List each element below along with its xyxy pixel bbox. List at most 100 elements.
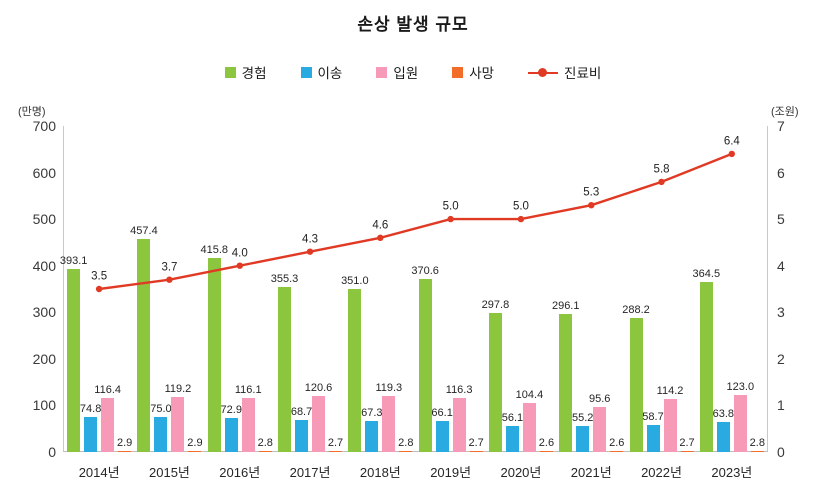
y-tick-right-4: 4 — [777, 257, 785, 274]
y-tick-right-5: 5 — [777, 211, 785, 228]
bar-label: 415.8 — [200, 244, 228, 257]
bar-label: 2.7 — [327, 436, 344, 449]
bar-label: 72.9 — [220, 404, 242, 417]
bar-이송-2014년[interactable]: 74.8 — [80, 404, 101, 452]
bar-이송-2019년[interactable]: 66.1 — [431, 408, 453, 452]
bar-label: 393.1 — [59, 254, 88, 267]
bar-경험-2016년[interactable]: 415.8 — [200, 245, 228, 452]
bar-label: 2.8 — [398, 436, 414, 449]
bar-사망-2018년[interactable]: 2.8 — [398, 437, 413, 452]
legend-label: 진료비 — [564, 66, 602, 81]
bar-경험-2019년[interactable]: 370.6 — [411, 266, 439, 452]
bar-group-2017년: 355.3 68.7 120.6 2.7 — [271, 126, 345, 452]
legend-item-경험[interactable]: 경험 — [224, 62, 267, 82]
bar-입원-2021년[interactable]: 95.6 — [589, 394, 610, 452]
bar-group-2018년: 351.0 67.3 119.3 2.8 — [341, 126, 415, 452]
bar-label: 55.2 — [572, 412, 594, 425]
line-label-2023년: 6.4 — [723, 135, 740, 148]
bar-경험-2018년[interactable]: 351.0 — [341, 275, 369, 452]
bar-경험-2021년[interactable]: 296.1 — [552, 301, 579, 452]
line-label-2022년: 5.8 — [653, 163, 670, 176]
line-label-2018년: 4.6 — [372, 219, 389, 232]
y-axis-left-line — [63, 126, 64, 452]
bar-사망-2021년[interactable]: 2.6 — [609, 437, 624, 452]
bar-이송-2018년[interactable]: 67.3 — [361, 407, 383, 452]
bar-입원-2023년[interactable]: 123.0 — [727, 381, 754, 452]
bar-경험-2015년[interactable]: 457.4 — [130, 225, 158, 452]
legend-item-입원[interactable]: 입원 — [376, 62, 418, 82]
y-tick-right-3: 3 — [777, 304, 785, 321]
bar-이송-2017년[interactable]: 68.7 — [291, 407, 312, 452]
bar-경험-2022년[interactable]: 288.2 — [622, 304, 650, 452]
bar-label: 116.4 — [94, 383, 121, 396]
bar-label: 120.6 — [304, 381, 333, 394]
x-label-2022년: 2022년 — [641, 465, 682, 480]
bar-이송-2021년[interactable]: 55.2 — [572, 413, 593, 452]
bars: 415.8 72.9 116.1 2.8 — [200, 126, 275, 452]
bar-이송-2015년[interactable]: 75.0 — [150, 404, 172, 452]
bar-입원-2018년[interactable]: 119.3 — [375, 383, 402, 452]
line-label-2021년: 5.3 — [583, 186, 600, 199]
legend-line-dot-icon — [528, 67, 559, 78]
bar-입원-2020년[interactable]: 104.4 — [516, 390, 543, 452]
x-label-2020년: 2020년 — [500, 465, 542, 480]
y-tick-left-300: 300 — [32, 304, 56, 321]
bars: 457.4 75.0 119.2 2.9 — [130, 126, 204, 452]
legend-swatch-icon — [300, 66, 312, 78]
bar-경험-2020년[interactable]: 297.8 — [482, 300, 509, 452]
y-tick-left-700: 700 — [32, 118, 56, 134]
x-label-2017년: 2017년 — [289, 465, 331, 480]
bar-label: 67.3 — [361, 406, 383, 419]
legend-swatch-icon — [224, 66, 236, 78]
bar-경험-2017년[interactable]: 355.3 — [271, 273, 298, 452]
y-tick-left-600: 600 — [32, 164, 56, 181]
bar-이송-2022년[interactable]: 58.7 — [642, 411, 664, 452]
bar-label: 2.8 — [749, 436, 765, 449]
bar-입원-2017년[interactable]: 120.6 — [305, 382, 332, 452]
bar-입원-2019년[interactable]: 116.3 — [446, 384, 472, 452]
bar-사망-2023년[interactable]: 2.8 — [750, 437, 765, 452]
bar-사망-2020년[interactable]: 2.6 — [539, 437, 554, 452]
bar-group-2016년: 415.8 72.9 116.1 2.8 — [200, 126, 275, 452]
bar-입원-2016년[interactable]: 116.1 — [235, 384, 262, 452]
legend-label: 이송 — [317, 66, 343, 81]
bar-group-2022년: 288.2 58.7 114.2 2.7 — [622, 126, 696, 452]
bar-label: 297.8 — [481, 299, 510, 312]
y-tick-right-6: 6 — [777, 164, 785, 181]
bar-사망-2016년[interactable]: 2.8 — [258, 437, 273, 452]
bar-이송-2020년[interactable]: 56.1 — [502, 412, 523, 452]
bar-입원-2014년[interactable]: 116.4 — [94, 384, 121, 452]
bar-사망-2022년[interactable]: 2.7 — [679, 437, 695, 452]
legend-item-진료비[interactable]: 진료비 — [528, 62, 601, 82]
bar-label: 58.7 — [642, 410, 664, 423]
bar-label: 123.0 — [726, 380, 755, 393]
bar-이송-2016년[interactable]: 72.9 — [221, 405, 242, 452]
line-label-2015년: 3.7 — [161, 261, 178, 274]
bar-사망-2019년[interactable]: 2.7 — [468, 437, 484, 452]
bar-이송-2023년[interactable]: 63.8 — [713, 409, 734, 452]
bar-경험-2023년[interactable]: 364.5 — [693, 269, 720, 452]
y-tick-right-0: 0 — [777, 444, 785, 460]
bar-label: 288.2 — [622, 303, 650, 316]
x-label-2023년: 2023년 — [711, 465, 753, 480]
bar-입원-2022년[interactable]: 114.2 — [657, 385, 683, 452]
bar-입원-2015년[interactable]: 119.2 — [165, 383, 191, 452]
bar-label: 66.1 — [431, 407, 453, 420]
legend-item-이송[interactable]: 이송 — [300, 62, 343, 82]
bar-사망-2015년[interactable]: 2.9 — [187, 437, 203, 452]
x-label-2019년: 2019년 — [430, 465, 472, 480]
bars: 393.1 74.8 116.4 2.9 — [60, 126, 134, 452]
bar-사망-2017년[interactable]: 2.7 — [328, 437, 343, 452]
bar-경험-2014년[interactable]: 393.1 — [60, 255, 87, 452]
bars: 351.0 67.3 119.3 2.8 — [341, 126, 415, 452]
bars: 370.6 66.1 116.3 2.7 — [411, 126, 485, 452]
chart-title: 손상 발생 규모 — [357, 15, 469, 34]
y-tick-left-500: 500 — [32, 211, 56, 228]
bar-label: 2.6 — [609, 436, 625, 449]
y-tick-right-1: 1 — [777, 397, 785, 414]
legend-item-사망[interactable]: 사망 — [452, 62, 494, 82]
bar-group-2015년: 457.4 75.0 119.2 2.9 — [130, 126, 204, 452]
line-label-2014년: 3.5 — [91, 270, 108, 283]
x-label-2021년: 2021년 — [570, 465, 612, 480]
bar-사망-2014년[interactable]: 2.9 — [117, 437, 132, 452]
